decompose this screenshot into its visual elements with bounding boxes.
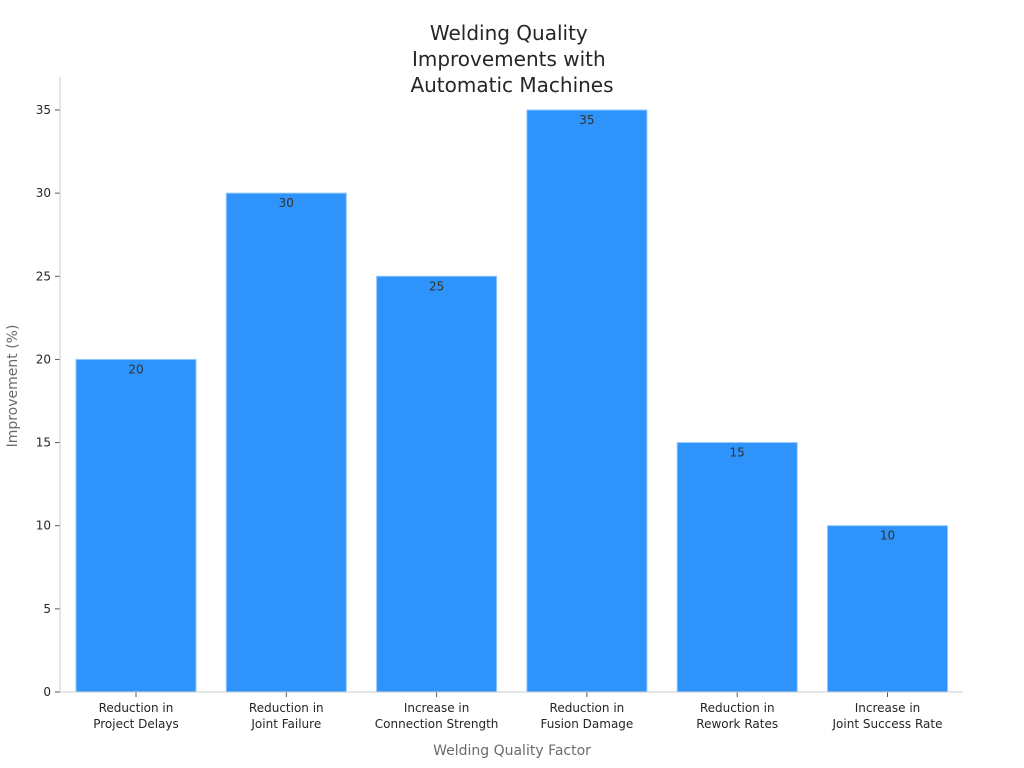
x-tick-label: Reduction in Project Delays — [93, 701, 179, 731]
x-tick-label-line: Joint Failure — [250, 717, 321, 731]
bar — [75, 358, 197, 693]
y-axis-label: Improvement (%) — [5, 325, 21, 448]
y-tick-label: 25 — [36, 269, 51, 283]
bar — [225, 192, 347, 693]
bar — [827, 525, 948, 693]
y-tick-label: 35 — [36, 103, 51, 117]
chart-title-line-3: Automatic Machines — [410, 73, 613, 97]
y-ticks-group: 0 5 10 15 20 25 30 35 — [36, 103, 60, 699]
bar-value-label: 35 — [579, 113, 594, 127]
x-tick-label-line: Connection Strength — [375, 717, 499, 731]
y-tick-label: 20 — [36, 352, 51, 366]
y-tick-label: 30 — [36, 186, 51, 200]
x-tick-label-line: Project Delays — [93, 717, 179, 731]
y-tick-label: 5 — [43, 602, 51, 616]
bar-value-label: 20 — [128, 362, 143, 376]
x-tick-label-line: Reduction in — [99, 701, 174, 715]
x-tick-label: Reduction in Fusion Damage — [540, 701, 633, 731]
x-tick-label-line: Increase in — [404, 701, 470, 715]
y-tick-label: 10 — [36, 519, 51, 533]
x-tick-label: Increase in Connection Strength — [375, 701, 499, 731]
bars-group: 20 30 25 35 15 10 — [75, 109, 948, 693]
chart-title-line-1: Welding Quality — [430, 21, 588, 45]
x-tick-label-line: Reduction in — [249, 701, 324, 715]
y-tick-label: 0 — [43, 685, 51, 699]
x-axis-label: Welding Quality Factor — [433, 743, 591, 759]
chart-title: Welding Quality Improvements with Automa… — [410, 21, 613, 97]
x-tick-label-line: Reduction in — [700, 701, 775, 715]
x-tick-label: Reduction in Rework Rates — [696, 701, 778, 731]
x-tick-label-line: Joint Success Rate — [832, 717, 943, 731]
bar-value-label: 30 — [279, 196, 294, 210]
bar — [526, 109, 648, 693]
x-tick-label: Increase in Joint Success Rate — [832, 701, 943, 731]
bar-value-label: 15 — [730, 446, 745, 460]
chart-title-line-2: Improvements with — [412, 47, 606, 71]
x-categories-group: Reduction in Project Delays Reduction in Jo… — [93, 692, 942, 731]
x-tick-label-line: Increase in — [855, 701, 921, 715]
bar — [376, 275, 498, 693]
bar-value-label: 25 — [429, 279, 444, 293]
y-tick-label: 15 — [36, 436, 51, 450]
x-tick-label-line: Reduction in — [550, 701, 625, 715]
x-tick-label-line: Rework Rates — [696, 717, 778, 731]
bar-value-label: 10 — [880, 529, 895, 543]
x-tick-label: Reduction in Joint Failure — [249, 701, 324, 731]
bar — [676, 442, 798, 693]
x-tick-label-line: Fusion Damage — [540, 717, 633, 731]
